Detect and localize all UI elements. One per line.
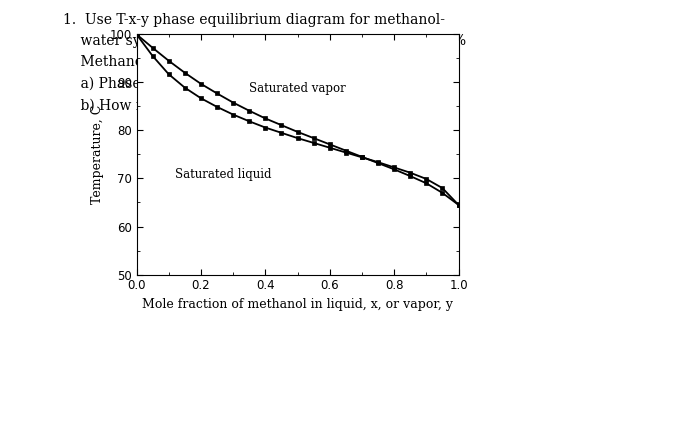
Text: 1.  Use T-x-y phase equilibrium diagram for methanol-
    water system at 1 atm:: 1. Use T-x-y phase equilibrium diagram f… bbox=[63, 13, 466, 113]
X-axis label: Mole fraction of methanol in liquid, x, or vapor, y: Mole fraction of methanol in liquid, x, … bbox=[142, 298, 453, 311]
Text: Saturated vapor: Saturated vapor bbox=[249, 82, 346, 95]
Text: Saturated liquid: Saturated liquid bbox=[175, 169, 272, 181]
Y-axis label: Temperature, C: Temperature, C bbox=[91, 105, 104, 204]
